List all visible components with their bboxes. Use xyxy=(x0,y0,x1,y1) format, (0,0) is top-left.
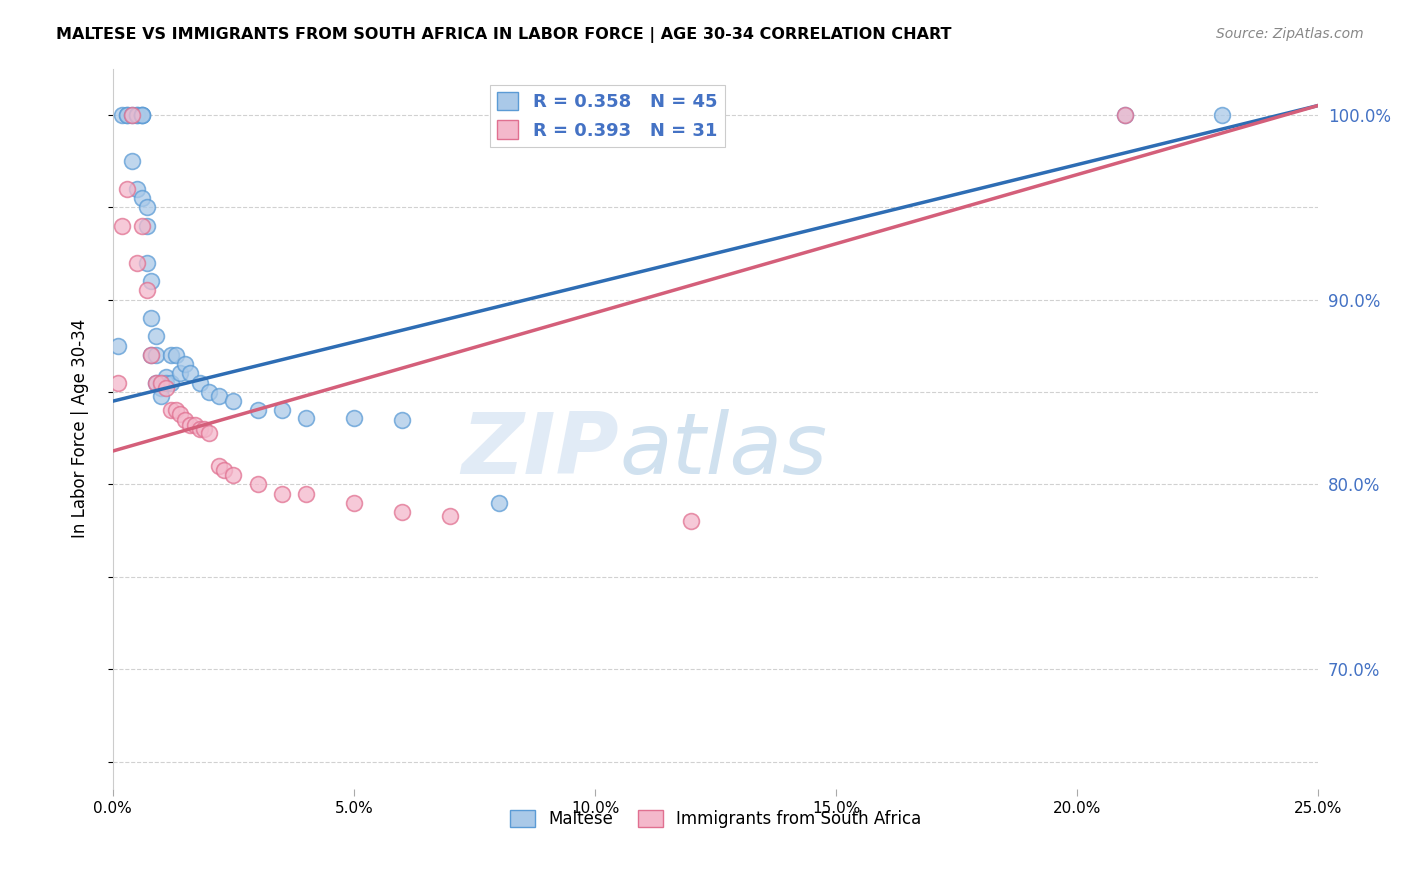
Immigrants from South Africa xyxy=(391,505,413,519)
Immigrants from South Africa xyxy=(343,496,366,510)
Immigrants from South Africa xyxy=(111,219,134,233)
Immigrants from South Africa xyxy=(165,403,187,417)
Immigrants from South Africa xyxy=(150,376,173,390)
Immigrants from South Africa xyxy=(193,422,215,436)
Immigrants from South Africa xyxy=(169,407,191,421)
Immigrants from South Africa xyxy=(212,462,235,476)
Maltese xyxy=(135,255,157,269)
Immigrants from South Africa xyxy=(270,486,292,500)
Immigrants from South Africa xyxy=(198,425,221,440)
Maltese xyxy=(141,348,163,362)
Maltese xyxy=(1211,108,1233,122)
Maltese xyxy=(155,370,177,384)
Immigrants from South Africa xyxy=(145,376,167,390)
Maltese xyxy=(131,108,153,122)
Immigrants from South Africa xyxy=(188,422,211,436)
Maltese xyxy=(488,496,510,510)
Immigrants from South Africa xyxy=(107,376,129,390)
Maltese xyxy=(169,367,191,381)
Immigrants from South Africa xyxy=(681,514,703,528)
Immigrants from South Africa xyxy=(294,486,316,500)
Immigrants from South Africa xyxy=(439,508,461,523)
Immigrants from South Africa xyxy=(135,283,157,297)
Maltese xyxy=(111,108,134,122)
Maltese xyxy=(391,412,413,426)
Immigrants from South Africa xyxy=(159,403,181,417)
Maltese xyxy=(145,348,167,362)
Immigrants from South Africa xyxy=(117,181,139,195)
Maltese xyxy=(179,367,201,381)
Maltese xyxy=(125,181,148,195)
Maltese xyxy=(135,219,157,233)
Y-axis label: In Labor Force | Age 30-34: In Labor Force | Age 30-34 xyxy=(72,319,89,539)
Maltese xyxy=(135,200,157,214)
Maltese xyxy=(1114,108,1136,122)
Text: MALTESE VS IMMIGRANTS FROM SOUTH AFRICA IN LABOR FORCE | AGE 30-34 CORRELATION C: MALTESE VS IMMIGRANTS FROM SOUTH AFRICA … xyxy=(56,27,952,43)
Text: Source: ZipAtlas.com: Source: ZipAtlas.com xyxy=(1216,27,1364,41)
Maltese xyxy=(159,348,181,362)
Maltese xyxy=(159,376,181,390)
Immigrants from South Africa xyxy=(141,348,163,362)
Maltese xyxy=(141,274,163,288)
Immigrants from South Africa xyxy=(131,219,153,233)
Maltese xyxy=(125,108,148,122)
Maltese xyxy=(208,389,231,403)
Maltese xyxy=(131,108,153,122)
Immigrants from South Africa xyxy=(125,255,148,269)
Maltese xyxy=(270,403,292,417)
Maltese xyxy=(222,394,245,409)
Maltese xyxy=(188,376,211,390)
Immigrants from South Africa xyxy=(121,108,143,122)
Maltese xyxy=(198,384,221,399)
Maltese xyxy=(131,191,153,205)
Immigrants from South Africa xyxy=(174,412,197,426)
Maltese xyxy=(121,153,143,168)
Immigrants from South Africa xyxy=(155,381,177,395)
Immigrants from South Africa xyxy=(222,468,245,483)
Maltese xyxy=(117,108,139,122)
Maltese xyxy=(155,376,177,390)
Text: atlas: atlas xyxy=(619,409,827,492)
Maltese xyxy=(145,329,167,343)
Immigrants from South Africa xyxy=(1114,108,1136,122)
Maltese xyxy=(343,410,366,425)
Immigrants from South Africa xyxy=(246,477,269,491)
Maltese xyxy=(141,310,163,325)
Maltese xyxy=(150,389,173,403)
Maltese xyxy=(125,108,148,122)
Maltese xyxy=(145,376,167,390)
Maltese xyxy=(131,108,153,122)
Maltese xyxy=(165,348,187,362)
Maltese xyxy=(117,108,139,122)
Maltese xyxy=(121,108,143,122)
Maltese xyxy=(150,381,173,395)
Immigrants from South Africa xyxy=(179,418,201,433)
Maltese xyxy=(107,339,129,353)
Text: ZIP: ZIP xyxy=(461,409,619,492)
Immigrants from South Africa xyxy=(208,458,231,473)
Maltese xyxy=(246,403,269,417)
Maltese xyxy=(174,357,197,371)
Legend: Maltese, Immigrants from South Africa: Maltese, Immigrants from South Africa xyxy=(503,804,928,835)
Maltese xyxy=(294,410,316,425)
Maltese xyxy=(150,376,173,390)
Immigrants from South Africa xyxy=(184,418,207,433)
